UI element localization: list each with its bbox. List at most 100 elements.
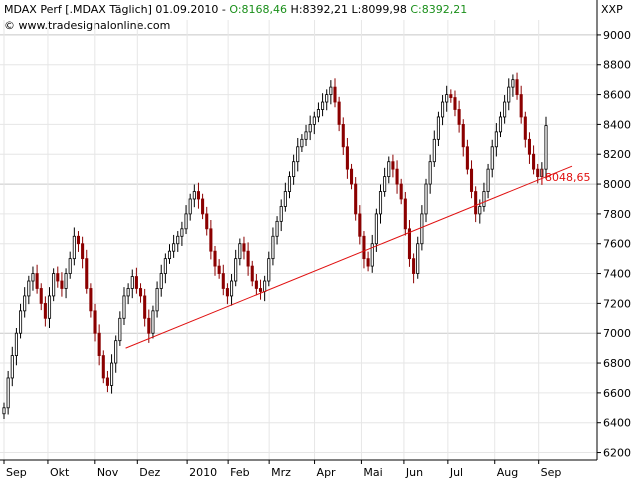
candle-body	[97, 332, 101, 356]
candle-body	[188, 198, 192, 215]
candle-body	[27, 280, 31, 297]
candle-body	[383, 176, 387, 192]
candle-body	[350, 168, 354, 185]
candle-body	[416, 243, 420, 274]
candle-body	[387, 161, 391, 178]
candle-body	[511, 79, 515, 88]
candle-body	[486, 168, 490, 192]
candle-body	[110, 362, 114, 386]
candle-body	[532, 153, 536, 170]
candle-body	[292, 161, 296, 178]
candle-body	[180, 228, 184, 237]
candle-body	[267, 258, 271, 282]
candle-body	[370, 243, 374, 267]
candle-body	[254, 280, 258, 289]
high-value: H:8392,21	[291, 3, 348, 16]
candle-body	[527, 138, 531, 155]
candle-body	[519, 94, 523, 118]
candle-body	[101, 355, 105, 379]
chart-header: MDAX Perf [.MDAX Täglich] 01.09.2010 - O…	[4, 3, 467, 16]
candle-body	[221, 273, 225, 289]
candle-body	[89, 288, 93, 312]
candle-body	[395, 168, 399, 185]
grid	[0, 20, 597, 460]
candle-body	[536, 168, 540, 178]
watermark: © www.tradesignalonline.com	[4, 19, 170, 32]
candle-body	[461, 124, 465, 148]
candle-body	[296, 146, 300, 163]
x-tick-label: Feb	[230, 466, 249, 479]
candle-body	[287, 176, 292, 192]
candle-body	[474, 191, 478, 215]
candle-body	[503, 101, 507, 118]
candle-body	[337, 101, 341, 125]
y-axis: 6200 6400 6600 6800 7000 7200 7400 7600 7800 8000…	[597, 29, 631, 460]
candle-body	[176, 235, 180, 245]
x-tick-label: Mrz	[271, 466, 291, 479]
y-tick-label: 8200	[603, 148, 631, 161]
trendline-group	[125, 165, 573, 349]
candle-body	[469, 168, 474, 192]
candle-body	[81, 243, 85, 260]
candle-body	[47, 295, 52, 319]
candle-body	[246, 250, 250, 267]
candle-body	[52, 273, 56, 297]
y-tick-label: 6600	[603, 387, 631, 400]
y-tick-label: 7800	[603, 208, 631, 221]
candle-body	[494, 131, 498, 148]
candle-body	[275, 220, 279, 237]
x-tick-label: Apr	[317, 466, 337, 479]
low-value: L:8099,98	[352, 3, 407, 16]
candle-body	[118, 317, 122, 342]
candle-body	[449, 94, 453, 98]
candle-body	[436, 116, 440, 140]
candle-body	[432, 138, 436, 163]
candle-body	[490, 146, 494, 170]
candle-body	[76, 235, 81, 245]
x-tick-label: Aug	[497, 466, 518, 479]
candle-body	[2, 407, 6, 415]
x-tick-label: Sep	[6, 466, 27, 479]
candle-body	[122, 295, 126, 319]
candle-body	[93, 310, 97, 334]
candle-body	[114, 340, 118, 364]
candle-body	[242, 243, 246, 252]
candle-body	[23, 295, 27, 312]
candle-body	[43, 302, 47, 319]
candle-body	[544, 125, 548, 170]
y-tick-label: 6800	[603, 357, 631, 370]
x-tick-label: 2010	[189, 466, 217, 479]
y-tick-label: 9000	[603, 29, 631, 42]
candle-body	[515, 79, 519, 95]
candle-body	[441, 101, 445, 118]
candle-body	[378, 191, 383, 215]
price-label-group: 8048,65	[541, 168, 591, 185]
y-tick-label: 8000	[603, 178, 631, 191]
x-tick-label: Okt	[50, 466, 70, 479]
candle-body	[308, 124, 312, 133]
candle-body	[234, 258, 238, 282]
candle-body	[312, 116, 316, 125]
y-tick-label: 8800	[603, 59, 631, 72]
candle-body	[31, 273, 35, 282]
candle-body	[196, 191, 200, 200]
close-value: C:8392,21	[410, 3, 467, 16]
candle-body	[358, 213, 362, 237]
candle-body	[407, 228, 412, 260]
x-tick-label: Nov	[97, 466, 119, 479]
candle-body	[217, 265, 221, 274]
candle-body	[172, 243, 176, 252]
candle-body	[445, 94, 449, 103]
y-tick-label: 8400	[603, 118, 631, 131]
candle-body	[130, 276, 134, 289]
candle-body	[523, 116, 527, 140]
candle-body	[56, 273, 60, 282]
candle-body	[138, 288, 143, 297]
trendline	[125, 165, 573, 349]
candle-body	[134, 276, 138, 289]
candle-body	[374, 213, 378, 245]
candle-body	[362, 235, 366, 260]
candle-body	[482, 191, 486, 207]
candle-body	[155, 288, 159, 312]
